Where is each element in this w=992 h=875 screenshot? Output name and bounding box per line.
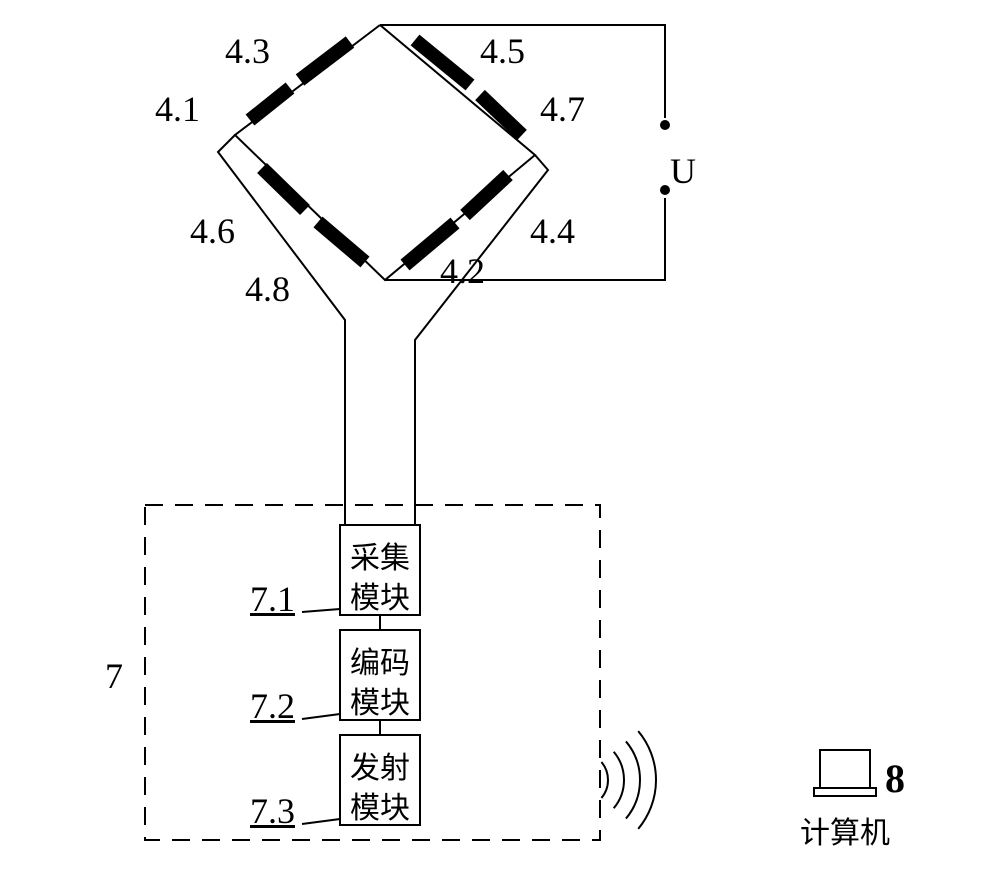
module-id-leader	[302, 609, 340, 612]
module-id-label: 7.3	[250, 790, 295, 832]
source-label: U	[670, 150, 696, 192]
strain-gauge	[250, 88, 290, 120]
signal-wire	[415, 155, 548, 525]
module-name-line: 发射	[350, 743, 410, 787]
module-group-label: 7	[105, 655, 123, 697]
module-name-line: 模块	[350, 678, 410, 722]
strain-gauge	[300, 42, 350, 80]
computer-id-label: 8	[885, 755, 905, 802]
terminal-dot	[660, 120, 670, 130]
gauge-label: 4.5	[480, 30, 525, 72]
gauge-label: 4.1	[155, 88, 200, 130]
module-name-line: 采集	[350, 533, 410, 577]
strain-gauge	[465, 175, 508, 215]
computer-cn-label: 计算机	[800, 808, 890, 852]
gauge-label: 4.4	[530, 210, 575, 252]
module-id-leader	[302, 819, 340, 824]
wireless-arc-icon	[601, 762, 608, 798]
gauge-label: 4.7	[540, 88, 585, 130]
strain-gauge	[262, 168, 305, 210]
module-id-leader	[302, 714, 340, 719]
gauge-label: 4.3	[225, 30, 270, 72]
gauge-label: 4.6	[190, 210, 235, 252]
module-id-label: 7.2	[250, 685, 295, 727]
module-name-line: 模块	[350, 573, 410, 617]
gauge-label: 4.8	[245, 268, 290, 310]
module-name-line: 模块	[350, 783, 410, 827]
module-id-label: 7.1	[250, 578, 295, 620]
wireless-arc-icon	[614, 752, 624, 809]
diagram-svg	[0, 0, 992, 875]
gauge-label: 4.2	[440, 250, 485, 292]
module-name-line: 编码	[350, 638, 410, 682]
strain-gauge	[318, 222, 365, 262]
terminal-dot	[660, 185, 670, 195]
wireless-arc-icon	[626, 741, 640, 818]
computer-icon	[820, 750, 870, 788]
